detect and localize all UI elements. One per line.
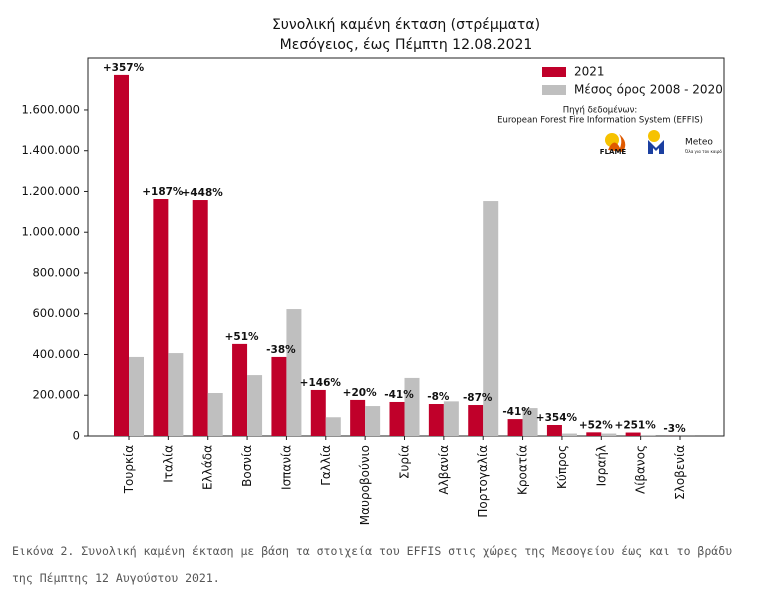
annotation: +52%	[579, 419, 613, 431]
bar	[114, 74, 129, 436]
y-tick-label: 1.200.000	[21, 184, 80, 198]
bar	[286, 309, 302, 436]
chart-title: Συνολική καμένη έκταση (στρέμματα)	[272, 17, 540, 33]
bar	[153, 199, 169, 436]
bar	[310, 389, 326, 436]
x-tick-label: Ιταλία	[161, 445, 175, 483]
x-tick-label: Μαυροβούνιο	[358, 445, 372, 525]
annotation: +187%	[142, 186, 184, 198]
y-tick-label: 0	[73, 429, 80, 443]
x-tick-label: Πορτογαλία	[476, 445, 490, 518]
bar	[443, 401, 459, 436]
bar	[640, 434, 656, 436]
bar	[192, 200, 208, 436]
bar	[546, 424, 562, 436]
annotation: +251%	[615, 420, 657, 432]
x-tick-label: Κύπρος	[555, 445, 569, 489]
bar	[483, 201, 499, 436]
annotation: -3%	[663, 423, 686, 435]
x-tick-label: Αλβανία	[437, 445, 451, 495]
logo-text: Όλα για τον καιρό	[684, 149, 722, 154]
x-tick-label: Σλοβενία	[673, 445, 687, 500]
bar	[350, 399, 366, 436]
annotation: +20%	[343, 387, 377, 399]
legend-swatch	[542, 67, 566, 77]
bar	[325, 417, 341, 436]
annotation: -87%	[463, 392, 493, 404]
x-tick-label: Κροατία	[516, 445, 530, 495]
annotation: -41%	[384, 389, 414, 401]
legend-label: Μέσος όρος 2008 - 2020	[574, 83, 723, 97]
bar	[168, 353, 184, 436]
legend-label: 2021	[574, 65, 605, 79]
y-tick-label: 200.000	[32, 388, 80, 402]
x-tick-label: Γαλλία	[319, 445, 333, 486]
bar	[428, 404, 444, 436]
source-text: European Forest Fire Information System …	[497, 116, 703, 126]
legend-swatch	[542, 85, 566, 95]
logo-text: FLAME	[600, 148, 627, 156]
meteo-logo: Meteo Όλα για τον καιρό	[648, 130, 722, 154]
annotation: +448%	[182, 187, 224, 199]
x-tick-label: Συρία	[398, 445, 412, 479]
x-tick-label: Λίβανος	[634, 445, 648, 494]
x-tick-label: Βοσνία	[240, 445, 254, 487]
x-tick-label: Ισραήλ	[594, 445, 608, 486]
annotation: +354%	[536, 412, 578, 424]
flame-logo: FLAME	[600, 133, 627, 156]
bar	[271, 356, 287, 436]
annotation: -38%	[266, 344, 296, 356]
annotation: +51%	[225, 331, 259, 343]
logo-text: Meteo	[685, 138, 713, 148]
bar	[468, 405, 484, 436]
bar	[129, 356, 144, 436]
annotation: +357%	[103, 62, 145, 74]
chart-subtitle: Μεσόγειος, έως Πέμπτη 12.08.2021	[280, 37, 533, 53]
bar	[207, 393, 223, 436]
bar	[247, 375, 263, 436]
bar	[507, 419, 523, 436]
x-tick-label: Τουρκία	[122, 445, 136, 494]
x-tick-label: Ισπανία	[279, 445, 293, 490]
y-tick-label: 1.400.000	[21, 143, 80, 157]
bar	[404, 377, 420, 436]
y-tick-label: 600.000	[32, 306, 80, 320]
chart: Συνολική καμένη έκταση (στρέμματα) Μεσόγ…	[21, 17, 725, 525]
bar	[365, 406, 381, 436]
x-tick-label: Ελλάδα	[201, 445, 215, 490]
annotation: -41%	[502, 406, 532, 418]
annotation: +146%	[300, 377, 342, 389]
annotation: -8%	[427, 391, 450, 403]
bar	[586, 432, 602, 436]
y-tick-label: 400.000	[32, 347, 80, 361]
y-tick-label: 1.000.000	[21, 225, 80, 239]
y-tick-label: 800.000	[32, 265, 80, 279]
y-tick-label: 1.600.000	[21, 102, 80, 116]
bar	[601, 433, 617, 436]
bar	[561, 433, 577, 436]
source-text: Πηγή δεδομένων:	[563, 105, 638, 116]
bar	[389, 401, 405, 436]
bar	[625, 432, 641, 436]
bar	[522, 408, 538, 436]
bar	[232, 343, 248, 436]
caption: Εικόνα 2. Συνολική καμένη έκταση με βάση…	[12, 544, 733, 585]
